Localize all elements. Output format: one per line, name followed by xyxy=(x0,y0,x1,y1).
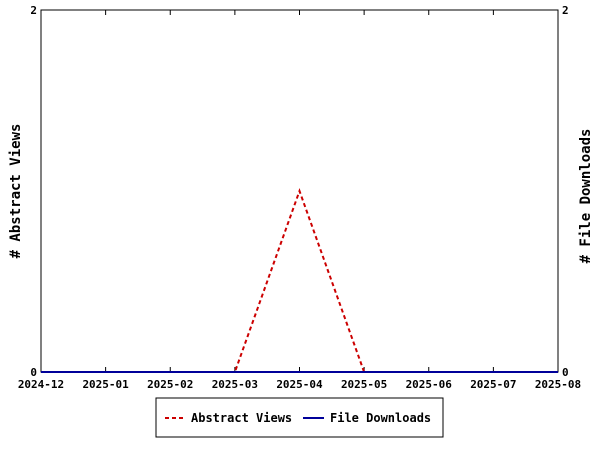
x-tick-label: 2024-12 xyxy=(18,378,64,391)
y-tick-label-left: 0 xyxy=(30,366,37,379)
y-tick-label-left: 2 xyxy=(30,4,37,17)
x-tick-label: 2025-04 xyxy=(276,378,323,391)
y-axis-title-right: # File Downloads xyxy=(578,129,594,264)
x-tick-label: 2025-03 xyxy=(212,378,258,391)
x-tick-label: 2025-08 xyxy=(535,378,581,391)
legend-label-abstract-views: Abstract Views xyxy=(191,411,292,425)
series-line-abstract-views xyxy=(41,188,558,373)
x-tick-label: 2025-06 xyxy=(406,378,453,391)
y-tick-label-right: 2 xyxy=(562,4,569,17)
legend: Abstract Views File Downloads xyxy=(155,397,444,438)
x-tick-label: 2025-01 xyxy=(82,378,129,391)
x-tick-label: 2025-05 xyxy=(341,378,387,391)
legend-box xyxy=(155,397,444,438)
x-tick-label: 2025-02 xyxy=(147,378,193,391)
legend-label-file-downloads: File Downloads xyxy=(330,411,431,425)
x-tick-label: 2025-07 xyxy=(470,378,516,391)
y-axis-title-left: # Abstract Views xyxy=(8,124,24,259)
y-tick-label-right: 0 xyxy=(562,366,569,379)
